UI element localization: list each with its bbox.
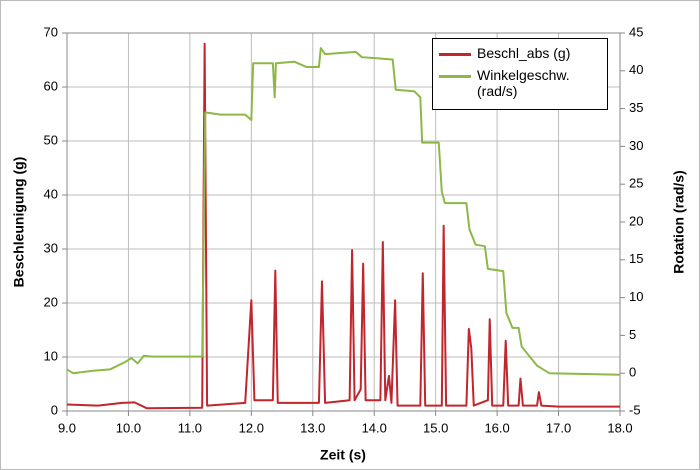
x-tick-label: 11.0	[178, 420, 202, 435]
legend: Beschl_abs (g) Winkelgeschw. (rad/s)	[432, 38, 608, 110]
y2-tick-label: 45	[629, 24, 643, 39]
y-tick-label: 40	[44, 186, 58, 201]
y2-tick-label: 25	[629, 176, 643, 191]
y2-axis-title: Rotation (rad/s)	[671, 170, 687, 273]
y2-tick-label: 0	[629, 365, 636, 380]
x-tick-label: 14.0	[362, 420, 387, 435]
x-axis-title: Zeit (s)	[320, 447, 366, 463]
x-tick-label: 10.0	[116, 420, 141, 435]
y-tick-label: 50	[44, 132, 58, 147]
y2-tick-label: 40	[629, 62, 643, 77]
x-tick-label: 15.0	[423, 420, 448, 435]
legend-label: Winkelgeschw. (rad/s)	[477, 67, 570, 99]
y-tick-label: 60	[44, 78, 58, 93]
x-tick-label: 12.0	[239, 420, 264, 435]
x-tick-label: 16.0	[484, 420, 509, 435]
y-axis-title: Beschleunigung (g)	[11, 157, 27, 288]
legend-swatch	[439, 53, 471, 56]
y-tick-label: 70	[44, 24, 58, 39]
y-tick-label: 0	[51, 402, 58, 417]
series-line	[66, 47, 621, 376]
legend-item: Beschl_abs (g)	[439, 45, 601, 61]
series-line	[66, 42, 620, 410]
legend-item: Winkelgeschw. (rad/s)	[439, 67, 601, 99]
plot-frame	[66, 32, 621, 412]
x-tick-label: 18.0	[607, 420, 632, 435]
y2-tick-label: -5	[629, 402, 641, 417]
y2-tick-label: 30	[629, 138, 643, 153]
x-tick-label: 13.0	[300, 420, 325, 435]
y-tick-label: 20	[44, 294, 58, 309]
x-tick-label: 9.0	[58, 420, 76, 435]
y2-tick-label: 5	[629, 327, 636, 342]
y2-tick-label: 15	[629, 251, 643, 266]
y2-tick-label: 35	[629, 100, 643, 115]
legend-label: Beschl_abs (g)	[477, 45, 571, 61]
y2-tick-label: 10	[629, 289, 643, 304]
y-tick-label: 10	[44, 348, 58, 363]
y2-tick-label: 20	[629, 213, 643, 228]
y-tick-label: 30	[44, 240, 58, 255]
x-tick-label: 17.0	[546, 420, 571, 435]
legend-swatch	[439, 75, 471, 78]
